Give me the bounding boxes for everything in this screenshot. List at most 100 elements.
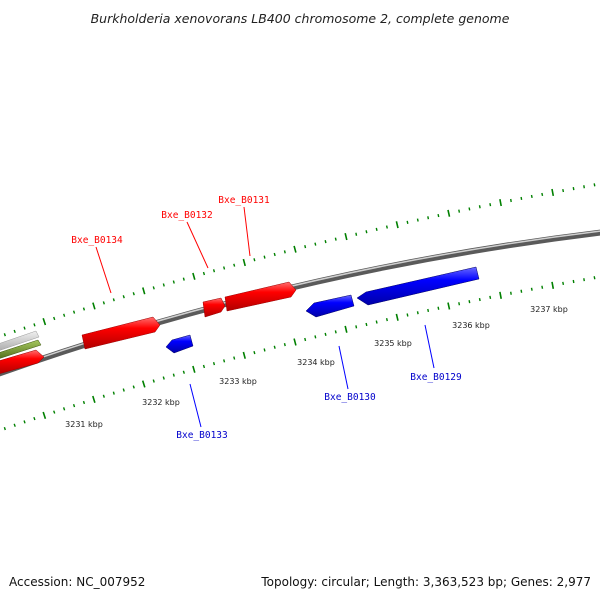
lower-track-tick [13,423,16,427]
upper-track-tick [355,232,358,236]
lower-track-tick [355,325,358,329]
lower-track-tick [324,332,327,336]
upper-track-tick [572,186,575,191]
lower-track-tick [562,281,565,286]
gene-label-bxe-b0131: Bxe_B0131 [218,195,270,206]
upper-track-tick [132,292,135,296]
ruler-label-3233: 3233 kbp [219,377,257,386]
upper-track-tick [283,250,286,254]
lower-track-tick [172,373,175,377]
lower-track-tick [223,359,226,363]
upper-track-tick [223,266,226,270]
lower-track-tick [489,295,492,300]
chromosome-backbone [0,229,600,377]
upper-track-tick [112,298,115,302]
lower-track-tick [520,289,523,293]
upper-track-tick [304,245,307,249]
lower-track-tick [478,297,481,302]
lower-track-tick [283,343,286,347]
lower-track-tick [141,380,146,388]
upper-track-tick [23,326,26,330]
accession-text: Accession: NC_007952 [9,575,145,589]
lower-track-tick [530,287,533,291]
upper-track-tick [365,230,368,234]
upper-track-tick [233,263,236,267]
lower-track-tick [572,279,575,284]
lower-track-tick [23,420,26,424]
upper-track-tick [314,242,317,246]
lower-track-tick [583,278,585,282]
upper-track-tick [3,333,6,337]
upper-track-tick [212,269,216,273]
upper-track-tick [520,196,523,201]
upper-track-tick [551,188,555,197]
lower-track-tick [42,411,47,419]
lower-track-tick [233,356,236,360]
upper-track-tick [458,209,461,213]
upper-track-tick [53,316,56,321]
leader-line-bxe-b0134 [95,246,112,294]
upper-track-tick [324,240,327,244]
upper-track-tick [202,271,206,276]
upper-track-tick [478,205,481,209]
lower-track-tick [202,364,206,369]
lower-track-tick [314,335,317,339]
lower-track-tick [82,400,86,405]
ruler-label-3231: 3231 kbp [65,420,103,429]
upper-track-tick [242,258,246,267]
genome-summary-text: Topology: circular; Length: 3,363,523 bp… [260,575,591,589]
upper-track-tick [192,272,196,280]
forward-gene-bxe-b0132 [202,297,226,318]
lower-track-tick [102,394,105,398]
upper-track-tick [510,198,512,203]
gene-label-bxe-b0129: Bxe_B0129 [410,372,462,383]
upper-track-tick [293,245,297,253]
reverse-gene-bxe-b0129 [356,266,480,306]
forward-gene-partial [0,349,45,374]
lower-track-tick [375,320,378,324]
leader-line-bxe-b0129 [424,324,435,369]
lower-track-tick [304,337,307,342]
lower-track-tick [273,345,276,349]
upper-track-tick [63,313,66,317]
lower-track-tick [62,407,66,411]
lower-track-tick [253,351,256,355]
upper-track-tick [447,209,451,217]
lower-track-tick [263,348,266,352]
lower-track-tick [112,391,115,395]
lower-track-tick [132,385,135,389]
upper-tick-track [3,183,596,337]
forward-gene-bxe-b0134 [81,316,161,350]
gene-label-bxe-b0130: Bxe_B0130 [324,392,376,403]
upper-track-tick [416,218,419,222]
upper-track-tick [406,220,409,224]
gene-label-bxe-b0133: Bxe_B0133 [176,430,227,441]
gene-label-bxe-b0132: Bxe_B0132 [161,210,212,221]
upper-track-tick [33,323,36,327]
upper-track-tick [273,252,276,257]
upper-track-tick [468,207,471,211]
lower-track-tick [162,376,165,380]
lower-track-tick [416,311,419,315]
upper-track-tick [562,188,565,193]
upper-track-tick [72,310,76,314]
lower-track-tick [551,281,555,289]
upper-track-tick [499,199,502,207]
upper-track-tick [182,277,185,281]
lower-track-tick [365,322,368,327]
forward-gene-bxe-b0131 [224,281,297,312]
upper-track-tick [102,301,105,305]
chromosome-backbone-highlight [0,230,600,373]
lower-track-tick [122,388,125,392]
gene-label-bxe-b0134: Bxe_B0134 [71,235,123,246]
ruler-label-3236: 3236 kbp [452,321,490,330]
upper-track-tick [92,302,96,310]
lower-track-tick [152,379,155,383]
upper-track-tick [375,227,378,231]
leader-line-bxe-b0133 [189,383,202,428]
lower-track-tick [437,306,440,310]
lower-track-tick [33,416,36,421]
lower-track-tick [395,313,399,321]
gray-feature [0,330,40,351]
